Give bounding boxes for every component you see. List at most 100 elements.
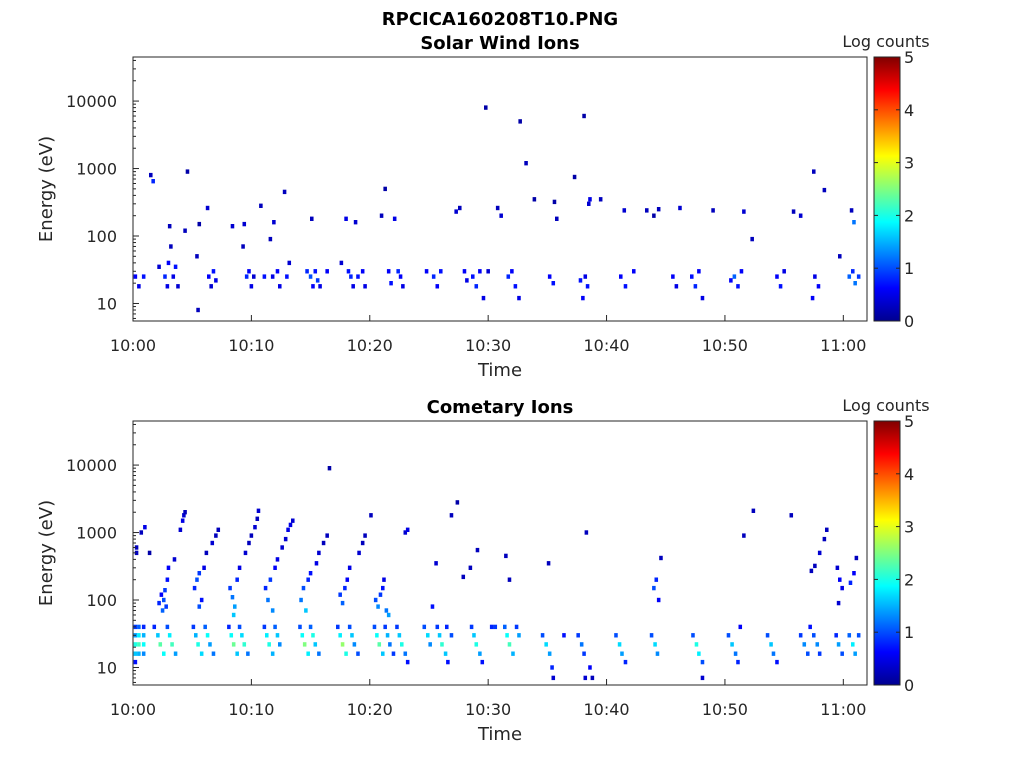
- heatmap-cell: [475, 547, 480, 553]
- heatmap-cell: [197, 221, 202, 227]
- heatmap-cell: [623, 659, 628, 665]
- heatmap-cell: [652, 213, 656, 218]
- heatmap-cell: [208, 642, 212, 647]
- colorbar-tick-label: 4: [904, 465, 914, 484]
- heatmap-cell: [383, 624, 387, 630]
- heatmap-cell: [325, 269, 329, 274]
- heatmap-cell: [340, 642, 345, 647]
- heatmap-cell: [139, 530, 144, 535]
- panel-title: Solar Wind Ions: [420, 33, 579, 54]
- heatmap-cell: [207, 274, 211, 279]
- heatmap-cell: [816, 284, 821, 289]
- heatmap-cell: [231, 612, 236, 618]
- heatmap-cell: [182, 513, 186, 518]
- heatmap-cell: [471, 274, 475, 279]
- heatmap-cell: [449, 633, 454, 638]
- heatmap-cell: [588, 197, 592, 202]
- heatmap-cell: [493, 624, 498, 630]
- heatmap-cell: [693, 284, 698, 289]
- heatmap-cell: [405, 659, 410, 665]
- heatmap-cell: [352, 642, 357, 647]
- heatmap-cell: [645, 208, 649, 213]
- panel-solar-wind: Solar Wind Ions 10:00 10:10 10:20 10:30 10:4…: [36, 32, 930, 381]
- heatmap-cell: [582, 113, 586, 119]
- heatmap-cell: [321, 540, 326, 546]
- heatmap-cell: [272, 220, 276, 225]
- heatmap-cell: [199, 651, 204, 656]
- heatmap-cell: [544, 642, 548, 647]
- heatmap-cell: [742, 209, 746, 214]
- heatmap-cell: [244, 274, 249, 279]
- heatmap-cell: [347, 624, 352, 630]
- heatmap-cell: [247, 269, 251, 274]
- y-tick-label: 10000: [66, 92, 117, 111]
- heatmap-cell: [851, 269, 855, 274]
- heatmap-cell: [742, 533, 746, 538]
- heatmap-cell: [166, 260, 171, 266]
- heatmap-cell: [431, 274, 436, 279]
- heatmap-cell: [160, 608, 165, 613]
- heatmap-cell: [259, 203, 263, 208]
- heatmap-cell: [141, 651, 146, 656]
- heatmap-cell: [430, 604, 435, 609]
- plot-area: 10:00 10:10 10:20 10:30 10:40 10:50 11:00 1010…: [66, 420, 868, 719]
- heatmap-cell: [262, 274, 267, 279]
- heatmap-cell: [472, 633, 476, 638]
- heatmap-cell: [311, 633, 315, 638]
- y-tick-label: 10: [97, 658, 117, 677]
- heatmap-cell: [240, 633, 244, 638]
- heatmap-cell: [381, 585, 385, 591]
- heatmap-cell: [237, 565, 242, 570]
- x-tick-label: 10:50: [702, 336, 748, 355]
- heatmap-cell: [838, 577, 842, 582]
- heatmap-cell: [506, 274, 511, 279]
- heatmap-cell: [726, 633, 731, 638]
- heatmap-cell: [514, 624, 519, 630]
- heatmap-cell: [505, 633, 509, 638]
- heatmap-cell: [265, 633, 269, 638]
- heatmap-cell: [547, 651, 552, 656]
- heatmap-cell: [385, 633, 390, 638]
- heatmap-cell: [654, 577, 659, 582]
- heatmap-cell: [283, 536, 288, 542]
- heatmap-cell: [162, 651, 166, 656]
- heatmap-cell: [847, 274, 852, 279]
- x-axis-label: Time: [477, 724, 522, 745]
- heatmap-cell: [697, 269, 701, 274]
- heatmap-cell: [856, 633, 861, 638]
- heatmap-cell: [166, 565, 171, 570]
- heatmap-cell: [674, 284, 679, 289]
- heatmap-cell: [246, 651, 250, 656]
- x-tick-label: 10:10: [228, 336, 274, 355]
- heatmap-cell: [854, 555, 859, 561]
- heatmap-cell: [798, 213, 803, 218]
- heatmap-cell: [732, 274, 737, 279]
- heatmap-cell: [461, 574, 466, 580]
- heatmap-cell: [822, 187, 827, 193]
- heatmap-cell: [620, 651, 624, 656]
- heatmap-cell: [655, 651, 660, 656]
- heatmap-cell: [623, 284, 628, 289]
- heatmap-cell: [511, 651, 515, 656]
- heatmap-cell: [551, 281, 556, 286]
- heatmap-cell: [275, 557, 280, 562]
- heatmap-cell: [298, 624, 302, 630]
- plot-area: 10:00 10:10 10:20 10:30 10:40 10:50 11:00 1010…: [66, 56, 868, 355]
- heatmap-cell: [262, 624, 267, 630]
- heatmap-cell: [551, 675, 556, 681]
- heatmap-cell: [802, 642, 807, 647]
- heatmap-cell: [590, 675, 595, 681]
- heatmap-cell: [398, 274, 403, 279]
- heatmap-cell: [278, 284, 282, 289]
- heatmap-cell: [317, 550, 321, 556]
- heatmap-cell: [216, 527, 221, 532]
- heatmap-cell: [313, 269, 318, 274]
- heatmap-cell: [167, 633, 172, 638]
- heatmap-cell: [504, 553, 508, 559]
- heatmap-cell: [853, 651, 857, 656]
- heatmap-cell: [235, 577, 239, 582]
- heatmap-cell: [585, 284, 590, 289]
- heatmap-cell: [532, 197, 537, 202]
- heatmap-cell: [424, 269, 429, 274]
